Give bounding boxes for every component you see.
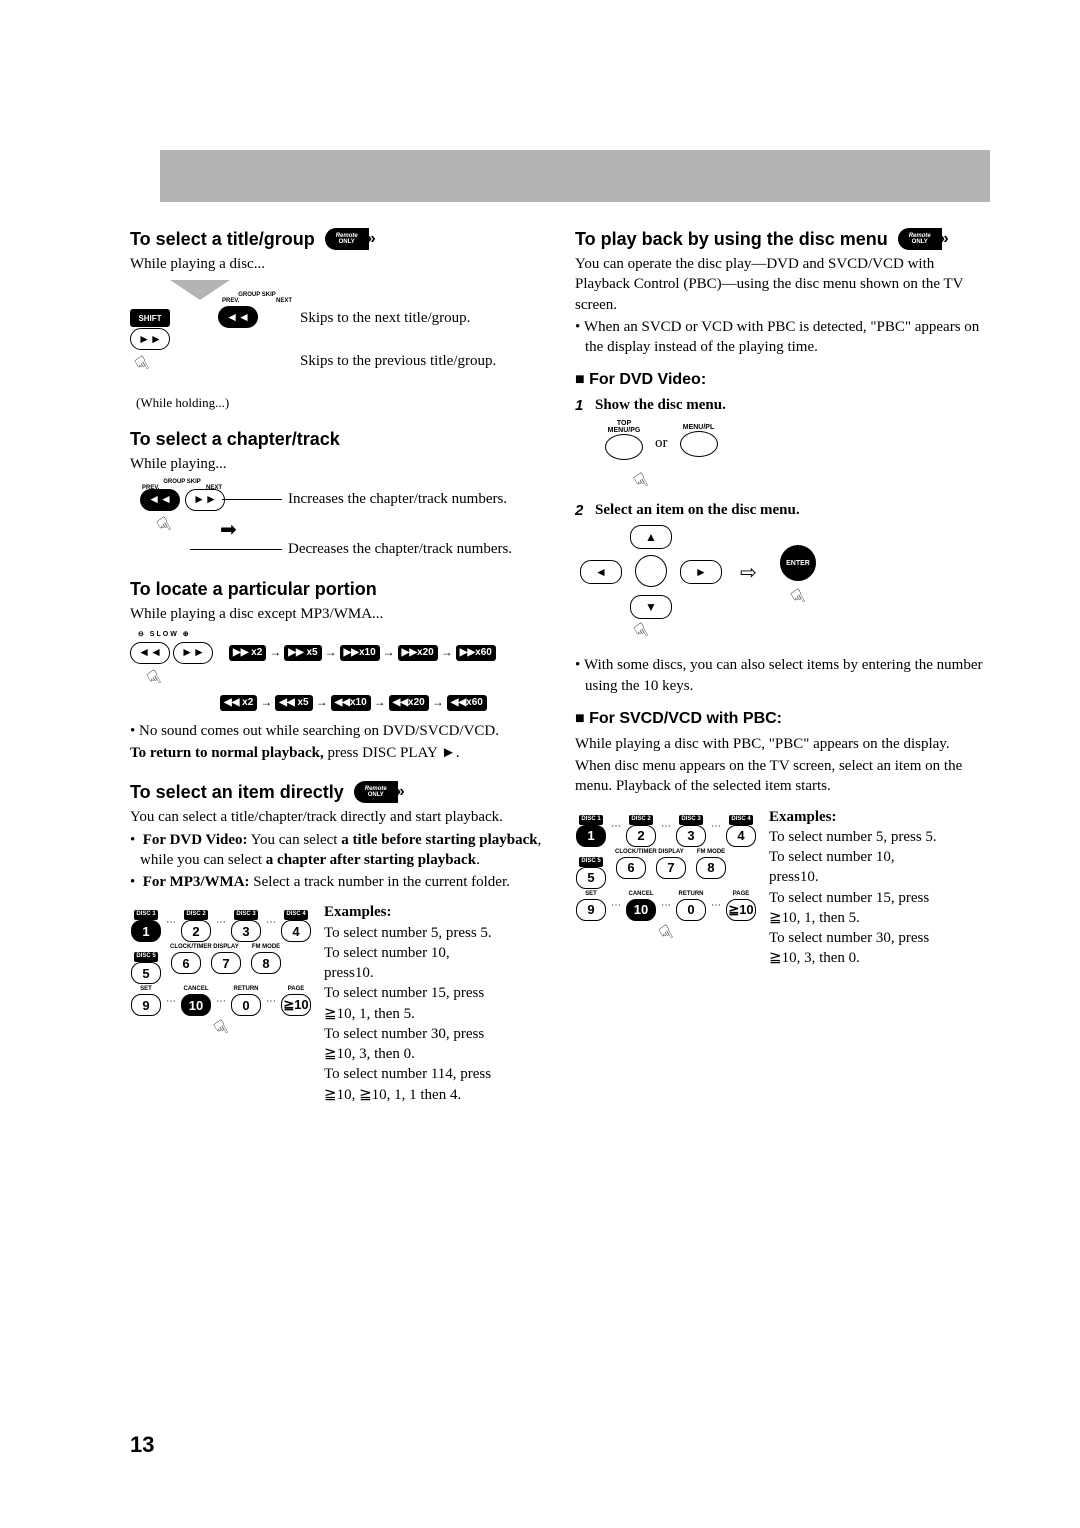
decrease-text: Decreases the chapter/track numbers.: [288, 541, 512, 558]
finger-icon: ☟: [131, 351, 154, 379]
next-button: ►►: [130, 328, 170, 350]
manual-page: To select a title/group RemoteONLY » Whi…: [0, 0, 1080, 1528]
ff-button: ►►: [173, 642, 213, 664]
right-column: To play back by using the disc menu Remo…: [575, 210, 990, 1105]
remote-only-badge: RemoteONLY »: [354, 781, 401, 803]
examples-block: Examples: To select number 5, press 5. T…: [769, 807, 939, 969]
nav-pad-diagram: ▲ ▼ ◄ ► ⇨ ENTER ☟ ☟: [575, 525, 990, 645]
heading-select-item-directly: To select an item directly RemoteONLY »: [130, 781, 545, 803]
header-banner: [160, 150, 990, 202]
content-columns: To select a title/group RemoteONLY » Whi…: [130, 210, 990, 1105]
heading-play-disc-menu: To play back by using the disc menu Remo…: [575, 228, 990, 250]
locate-diagram: ⊖ SLOW ⊕ ◄◄ ►► ▶▶ x2→ ▶▶ x5→ ▶▶x10→ ▶▶x2…: [130, 630, 545, 711]
heading-text: To select a title/group: [130, 229, 315, 250]
page-number: 13: [130, 1432, 154, 1458]
remote-only-badge: RemoteONLY »: [898, 228, 945, 250]
finger-icon: ☟: [654, 919, 677, 947]
number-keypad: DISC 11⋯ DISC 22⋯ DISC 33⋯ DISC 44 DISC …: [575, 807, 757, 946]
menu-pl-button: [680, 431, 718, 457]
increase-text: Increases the chapter/track numbers.: [288, 491, 507, 508]
ten-keys-note: With some discs, you can also select ite…: [575, 655, 990, 696]
finger-icon: ☟: [209, 1015, 232, 1043]
intro-text: You can select a title/chapter/track dir…: [130, 807, 545, 827]
finger-icon: ☟: [153, 511, 176, 539]
finger-icon: ☟: [786, 584, 809, 612]
heading-locate-portion: To locate a particular portion: [130, 579, 545, 600]
holding-note: (While holding...): [136, 395, 300, 411]
pbc-note: When an SVCD or VCD with PBC is detected…: [575, 317, 990, 358]
heading-select-chapter-track: To select a chapter/track: [130, 429, 545, 450]
prev-button: ◄◄: [140, 489, 180, 511]
top-menu-button: [605, 434, 643, 460]
title-group-diagram: GROUP SKIP PREV.NEXT SHIFT ◄◄ ►► ☟ (Whil…: [130, 280, 545, 411]
no-sound-note: No sound comes out while searching on DV…: [130, 721, 545, 741]
mp3-wma-note: For MP3/WMA: Select a track number in th…: [130, 872, 545, 892]
left-column: To select a title/group RemoteONLY » Whi…: [130, 210, 545, 1105]
finger-icon: ☟: [143, 664, 166, 692]
menu-buttons-diagram: TOP MENU/PG or MENU/PL: [605, 420, 990, 465]
step-1: 1 Show the disc menu.: [575, 397, 990, 414]
heading-for-dvd-video: ■ For DVD Video:: [575, 371, 990, 389]
intro-text: While playing...: [130, 454, 545, 474]
nav-up-button: ▲: [630, 525, 672, 549]
intro-text: While playing a disc...: [130, 254, 545, 274]
heading-select-title-group: To select a title/group RemoteONLY »: [130, 228, 545, 250]
number-keypad: DISC 11⋯ DISC 22⋯ DISC 33⋯ DISC 44 DISC …: [130, 902, 312, 1041]
shift-button: SHIFT: [130, 309, 170, 327]
svcd-p1: While playing a disc with PBC, "PBC" app…: [575, 734, 990, 754]
remote-only-badge: RemoteONLY »: [325, 228, 372, 250]
disc-menu-intro: You can operate the disc play—DVD and SV…: [575, 254, 990, 315]
step-2: 2 Select an item on the disc menu.: [575, 502, 990, 519]
skip-prev-text: Skips to the previous title/group.: [300, 351, 545, 371]
nav-center: [635, 555, 667, 587]
prev-button: ◄◄: [218, 306, 258, 328]
skip-next-text: Skips to the next title/group.: [300, 308, 545, 328]
examples-block: Examples: To select number 5, press 5. T…: [324, 902, 494, 1105]
rew-button: ◄◄: [130, 642, 170, 664]
finger-icon: ☟: [630, 468, 653, 496]
dvd-video-note: For DVD Video: You can select a title be…: [130, 830, 545, 871]
enter-button: ENTER: [780, 545, 816, 581]
heading-for-svcd-vcd: ■ For SVCD/VCD with PBC:: [575, 710, 990, 728]
intro-text: While playing a disc except MP3/WMA...: [130, 604, 545, 624]
return-normal-playback: To return to normal playback, press DISC…: [130, 743, 545, 763]
nav-left-button: ◄: [580, 560, 622, 584]
chapter-track-diagram: GROUP SKIP PREV.NEXT ◄◄ ►► Increases the…: [130, 481, 545, 561]
next-button: ►►: [185, 489, 225, 511]
nav-down-button: ▼: [630, 595, 672, 619]
svcd-p2: When disc menu appears on the TV screen,…: [575, 756, 990, 797]
nav-right-button: ►: [680, 560, 722, 584]
